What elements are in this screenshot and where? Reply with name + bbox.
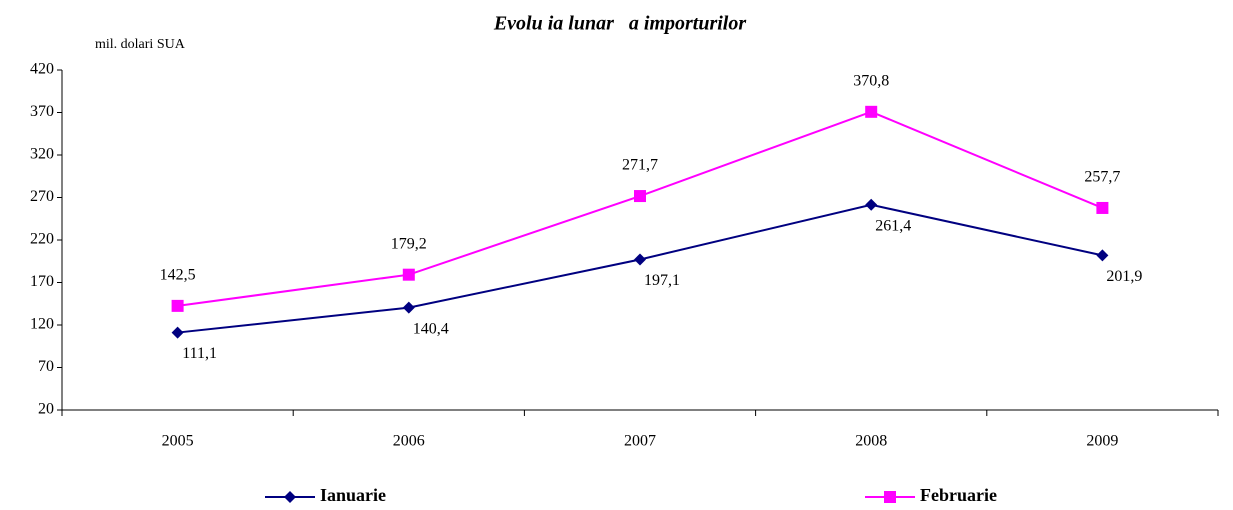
marker [402, 301, 415, 314]
y-tick-label: 270 [30, 188, 54, 205]
y-tick-label: 120 [30, 316, 54, 333]
data-label: 197,1 [644, 272, 680, 289]
y-tick-label: 170 [30, 273, 54, 290]
data-label: 261,4 [875, 217, 911, 234]
data-label: 179,2 [391, 235, 427, 252]
data-label: 142,5 [160, 267, 196, 284]
data-label: 111,1 [182, 345, 217, 362]
x-tick-label: 2006 [393, 433, 425, 450]
marker [171, 299, 184, 312]
x-tick-label: 2007 [624, 433, 656, 450]
marker [1096, 249, 1109, 262]
marker [865, 105, 878, 118]
y-axis-label: mil. dolari SUA [95, 37, 186, 52]
data-label: 271,7 [622, 157, 658, 174]
marker [884, 491, 896, 503]
data-label: 257,7 [1084, 169, 1120, 186]
data-label: 201,9 [1106, 268, 1142, 285]
chart-title: Evolu ia lunar a importurilor [493, 13, 747, 35]
y-tick-label: 320 [30, 146, 54, 163]
series-line [177, 203, 1103, 334]
marker [1096, 201, 1109, 214]
data-label: 140,4 [413, 320, 449, 337]
y-tick-label: 220 [30, 231, 54, 248]
y-tick-label: 70 [38, 358, 54, 375]
x-tick-label: 2008 [855, 433, 887, 450]
marker [284, 491, 296, 503]
marker [634, 253, 646, 266]
x-tick-label: 2009 [1086, 433, 1118, 450]
data-label: 370,8 [853, 72, 889, 89]
marker [171, 326, 184, 339]
x-tick-label: 2005 [162, 433, 194, 450]
y-tick-label: 420 [30, 61, 54, 78]
marker [402, 268, 415, 281]
series-line [177, 110, 1103, 307]
marker [865, 198, 878, 211]
y-tick-label: 20 [38, 401, 54, 418]
y-tick-label: 370 [30, 103, 54, 120]
marker [634, 190, 646, 203]
legend-label: Februarie [920, 485, 997, 505]
legend-label: Ianuarie [320, 485, 386, 505]
